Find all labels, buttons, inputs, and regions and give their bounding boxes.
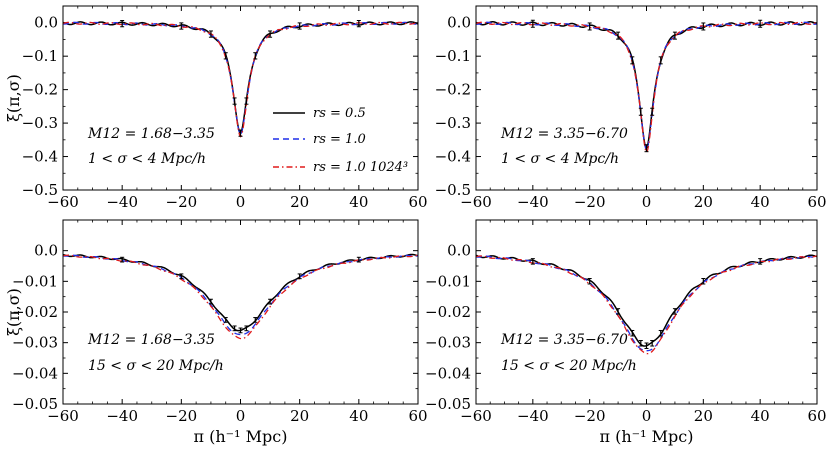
series-line-rs-0.5	[63, 253, 418, 332]
plot-frame	[475, 5, 818, 191]
y-tick-label: −0.5	[22, 181, 58, 199]
annotation-sigma: 15 < σ < 20 Mpc/h	[88, 358, 224, 374]
y-tick-label: 0.0	[34, 14, 58, 32]
x-tick-label: 20	[694, 193, 713, 211]
x-tick-label: −20	[166, 193, 198, 211]
y-tick-label: −0.04	[425, 364, 471, 382]
x-tick-label: −20	[166, 407, 198, 425]
x-tick-label: 40	[349, 407, 368, 425]
series-group	[63, 20, 418, 138]
x-tick-label: −40	[517, 193, 549, 211]
y-tick-label: −0.04	[12, 364, 58, 382]
y-tick-label: 0.0	[34, 242, 58, 260]
panel-top-right: −60 −40 −20 0 20 40 60 0.0 −0.1 −0.2 −0.3 −0.4 −0.5 M…	[435, 5, 827, 211]
x-tick-label: −20	[574, 407, 606, 425]
y-tick-label: −0.05	[12, 395, 58, 413]
x-tick-label: −60	[47, 407, 79, 425]
y-tick-label: −0.4	[22, 148, 58, 166]
y-tick-label: −0.1	[435, 47, 471, 65]
series-group	[63, 253, 418, 340]
legend-label: rs = 1.0	[313, 132, 366, 147]
y-tick-label: −0.1	[22, 47, 58, 65]
series-line-rs-1.0-1024	[63, 254, 418, 340]
y-tick-label: −0.3	[22, 114, 58, 132]
x-axis-label: π (h⁻¹ Mpc)	[194, 427, 288, 446]
y-tick-label: −0.4	[435, 148, 471, 166]
y-tick-label: −0.02	[12, 303, 58, 321]
x-tick-label: −40	[106, 407, 138, 425]
plot-frame	[475, 219, 818, 405]
y-tick-label: −0.3	[435, 114, 471, 132]
y-tick-label: −0.01	[12, 272, 58, 290]
annotation-sigma: 1 < σ < 4 Mpc/h	[501, 151, 619, 167]
panel-top-left: −60 −40 −20 0 20 40 60 0.0 −0.1 −0.2 −0.3 −0.4 −0.5 M…	[4, 5, 428, 211]
x-tick-label: 20	[290, 193, 309, 211]
x-tick-label: −60	[47, 193, 79, 211]
plot-frame	[62, 219, 419, 405]
x-tick-label: −40	[517, 407, 549, 425]
panel-bottom-right: −60 −40 −20 0 20 40 60 0.0 −0.01 −0.02 −0.03 −0.04 −…	[425, 219, 827, 446]
annotation-mass: M12 = 1.68−3.35	[87, 126, 215, 142]
y-tick-label: −0.03	[12, 334, 58, 352]
panel-bottom-left: −60 −40 −20 0 20 40 60 0.0 −0.01 −0.02 −0.03 −0.04 −…	[4, 219, 428, 446]
x-tick-label: 40	[751, 407, 770, 425]
y-tick-label: −0.01	[425, 272, 471, 290]
x-tick-label: 60	[807, 193, 826, 211]
legend: rs = 0.5 rs = 1.0 rs = 1.0 1024³	[273, 106, 408, 175]
y-tick-label: −0.2	[435, 81, 471, 99]
x-tick-label: −20	[574, 193, 606, 211]
y-axis-label: ξ(π,σ)	[4, 288, 23, 336]
x-tick-label: 20	[290, 407, 309, 425]
annotation-mass: M12 = 3.35−6.70	[500, 126, 628, 142]
annotation-mass: M12 = 3.35−6.70	[500, 332, 628, 348]
x-tick-label: 60	[807, 407, 826, 425]
y-tick-label: −0.5	[435, 181, 471, 199]
series-group	[476, 254, 817, 355]
annotation-mass: M12 = 1.68−3.35	[87, 332, 215, 348]
plot-frame	[62, 5, 419, 191]
y-tick-label: −0.02	[425, 303, 471, 321]
legend-label: rs = 1.0 1024³	[313, 160, 408, 175]
x-tick-label: 20	[694, 407, 713, 425]
x-tick-label: 0	[642, 193, 652, 211]
y-tick-label: −0.03	[425, 334, 471, 352]
x-tick-label: −60	[460, 407, 492, 425]
x-tick-label: 60	[408, 407, 427, 425]
x-tick-label: 0	[236, 193, 246, 211]
annotation-sigma: 15 < σ < 20 Mpc/h	[501, 358, 637, 374]
x-tick-label: 40	[349, 193, 368, 211]
x-tick-label: −60	[460, 193, 492, 211]
x-axis-label: π (h⁻¹ Mpc)	[600, 427, 694, 446]
x-tick-label: 0	[642, 407, 652, 425]
annotation-sigma: 1 < σ < 4 Mpc/h	[88, 151, 206, 167]
legend-label: rs = 0.5	[313, 106, 366, 121]
x-tick-label: −40	[106, 193, 138, 211]
series-line-rs-1.0	[63, 254, 418, 336]
y-tick-label: 0.0	[447, 14, 471, 32]
x-tick-label: 60	[408, 193, 427, 211]
x-tick-label: 40	[751, 193, 770, 211]
series-group	[476, 19, 817, 154]
x-tick-label: 0	[236, 407, 246, 425]
y-tick-label: 0.0	[447, 242, 471, 260]
y-tick-label: −0.2	[22, 81, 58, 99]
y-tick-label: −0.05	[425, 395, 471, 413]
y-axis-label: ξ(π,σ)	[4, 74, 23, 122]
